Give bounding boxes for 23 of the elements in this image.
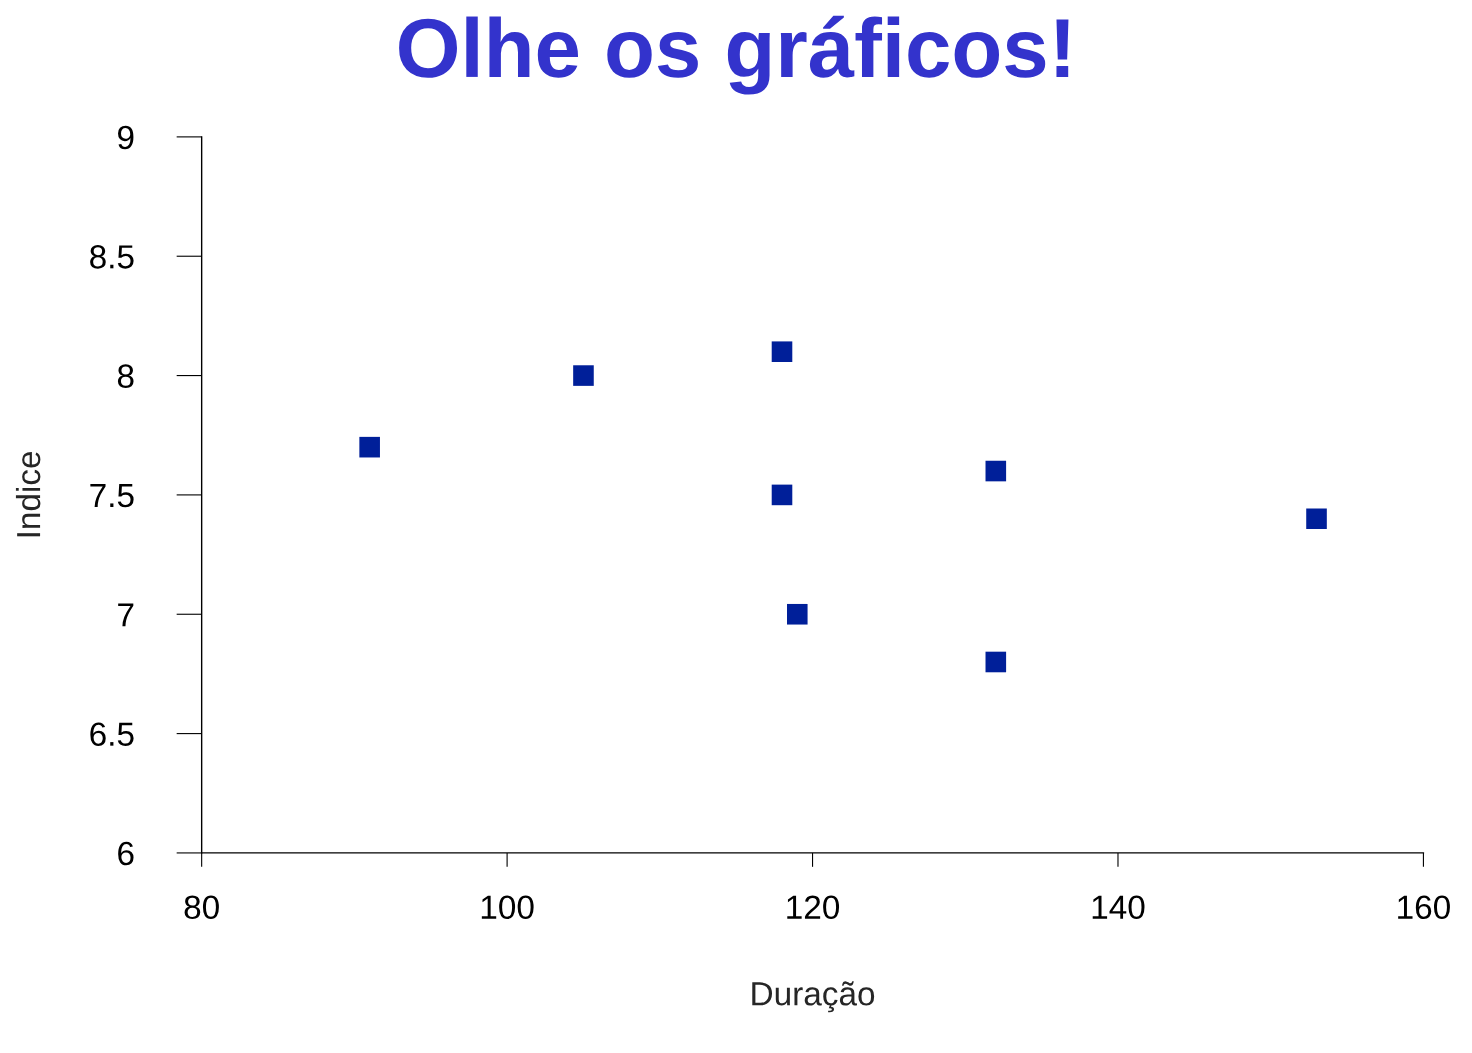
point [985, 460, 1007, 482]
x-axis-title: Duração [752, 981, 875, 1013]
y-axis-title: Indice [15, 451, 41, 537]
x-tick-label: 140 [1092, 895, 1145, 920]
y-tick-label: 6.5 [90, 722, 134, 746]
x-tick-label: 80 [184, 895, 219, 920]
point [771, 484, 793, 506]
chart-title: Olhe os gráficos! [399, 15, 1069, 95]
point [1306, 508, 1327, 530]
y-tick-label: 8.5 [90, 245, 134, 269]
point [985, 651, 1007, 673]
point [359, 436, 380, 458]
y-tick-label: 6 [118, 841, 134, 866]
y-tick-label: 7 [118, 603, 134, 627]
point [771, 341, 793, 362]
x-tick-label: 160 [1398, 895, 1450, 920]
y-tick-label: 7.5 [90, 484, 134, 508]
y-tick-label: 9 [118, 125, 134, 150]
x-tick-label: 120 [787, 895, 840, 920]
y-tick-label: 8 [117, 364, 134, 388]
x-tick-label: 100 [481, 895, 534, 920]
point [573, 365, 594, 386]
point [786, 603, 808, 625]
